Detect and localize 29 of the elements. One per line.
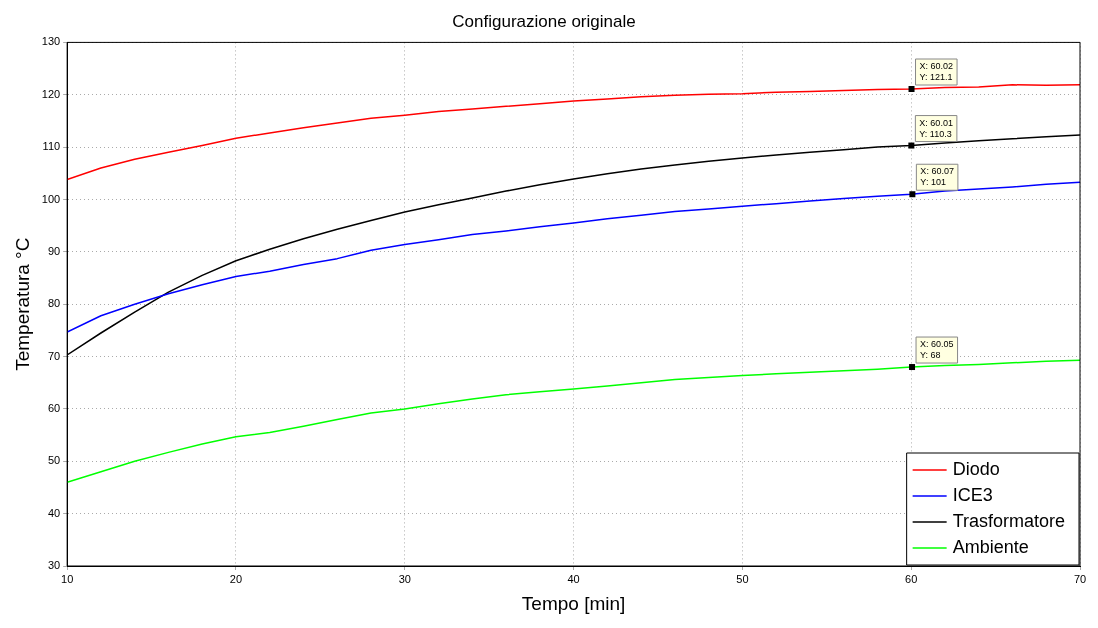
annotation: X: 60.05 Y: 68 bbox=[920, 339, 954, 361]
annotation: X: 60.01 Y: 110.3 bbox=[919, 117, 953, 139]
y-tick-label: 130 bbox=[41, 35, 61, 48]
x-tick-label: 30 bbox=[398, 572, 411, 585]
annotation: X: 60.07 Y: 101 bbox=[920, 166, 954, 188]
y-tick-label: 120 bbox=[41, 87, 61, 100]
y-tick-label: 110 bbox=[42, 140, 61, 153]
y-tick-label: 90 bbox=[47, 244, 61, 257]
y-tick-label: 30 bbox=[47, 559, 61, 572]
legend-label: ICE3 bbox=[952, 484, 993, 505]
y-axis-title: Temperatura °C bbox=[11, 237, 33, 371]
legend-label: Diodo bbox=[952, 458, 1000, 479]
chart-title: Configurazione originale bbox=[452, 11, 636, 31]
y-tick-label: 70 bbox=[47, 349, 61, 362]
legend-label: Trasformatore bbox=[952, 510, 1065, 531]
y-tick-label: 60 bbox=[47, 401, 61, 414]
y-tick-label: 100 bbox=[41, 192, 61, 205]
legend-label: Ambiente bbox=[952, 536, 1029, 557]
x-axis-title: Tempo [min] bbox=[521, 592, 626, 614]
annotation: X: 60.02 Y: 121.1 bbox=[919, 60, 954, 82]
x-tick-label: 60 bbox=[905, 572, 918, 585]
x-tick-label: 40 bbox=[567, 572, 580, 585]
x-tick-label: 10 bbox=[61, 572, 74, 585]
x-tick-label: 20 bbox=[229, 572, 243, 585]
x-tick-label: 50 bbox=[736, 572, 749, 585]
x-tick-label: 70 bbox=[1073, 572, 1087, 585]
y-tick-label: 80 bbox=[47, 297, 61, 310]
y-tick-label: 40 bbox=[47, 506, 61, 519]
y-tick-label: 50 bbox=[47, 454, 61, 467]
